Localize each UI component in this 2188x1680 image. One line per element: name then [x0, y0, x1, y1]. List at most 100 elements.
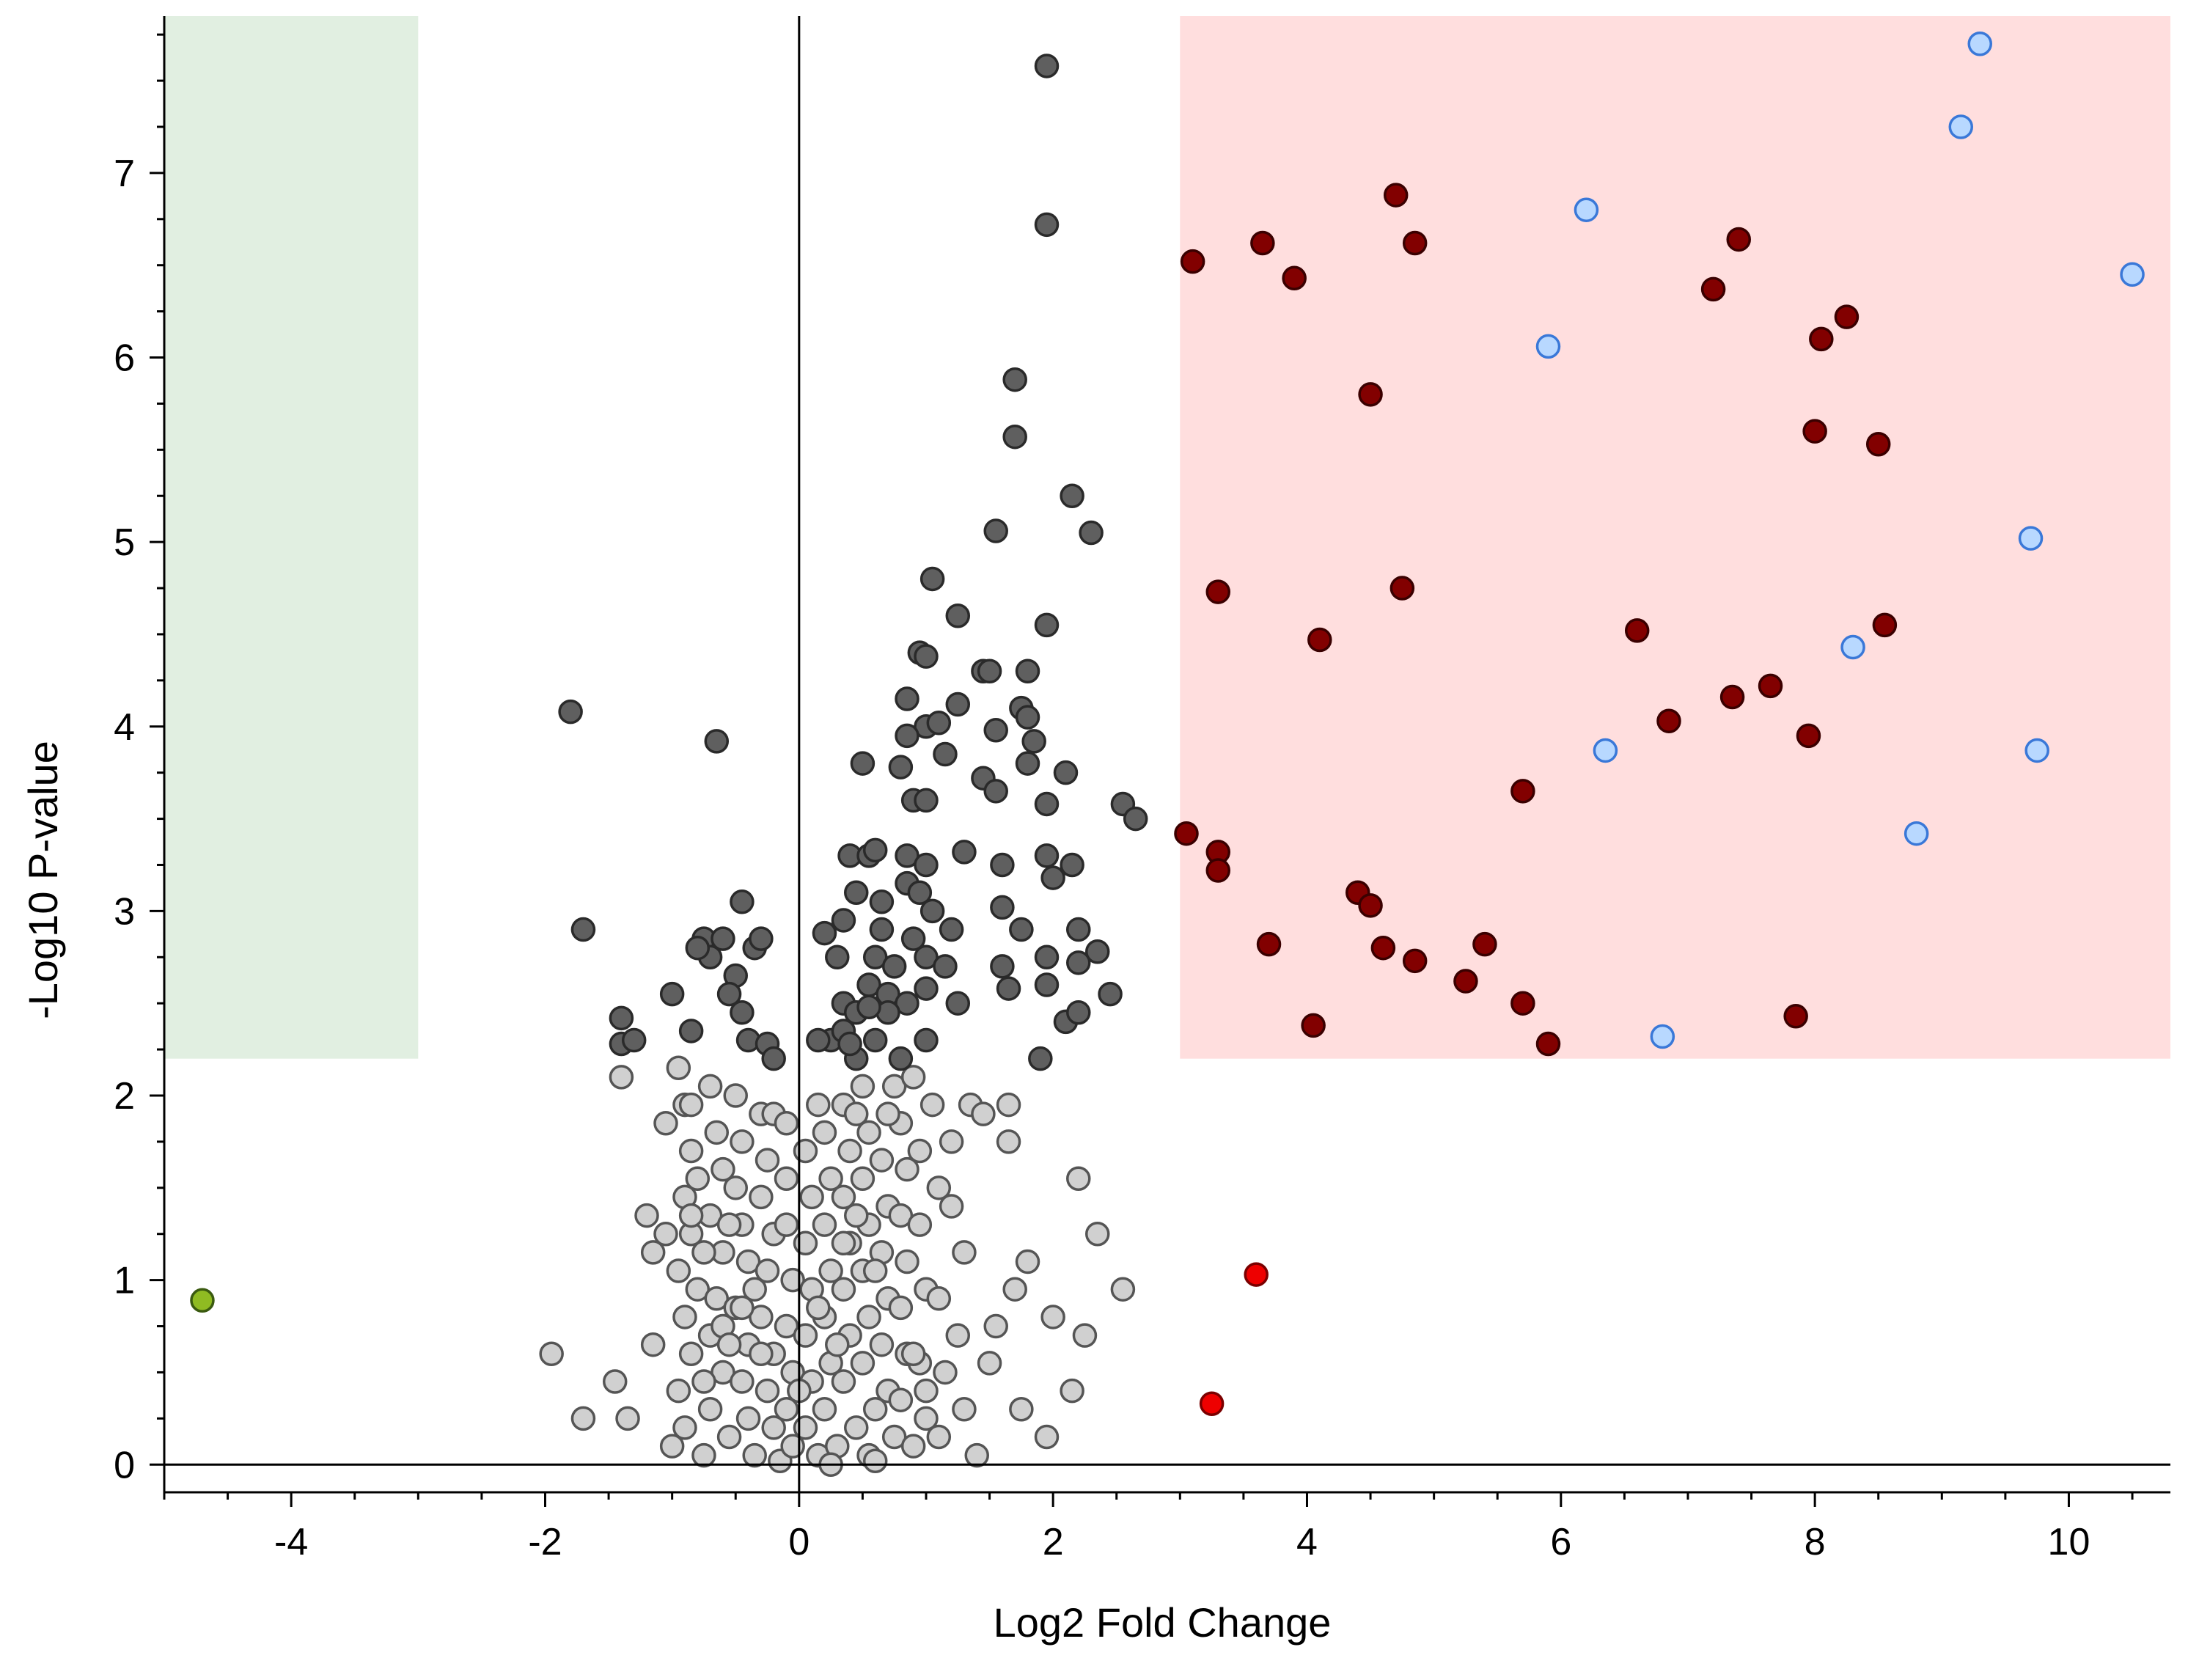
data-point [730, 889, 755, 914]
data-point [755, 1258, 780, 1283]
data-point [793, 1138, 818, 1164]
data-point [914, 788, 939, 813]
data-point [996, 1092, 1021, 1118]
data-point [952, 1240, 977, 1265]
data-point [1060, 852, 1084, 878]
data-point [1383, 183, 1409, 208]
data-point [691, 1240, 716, 1265]
data-point [1174, 821, 1199, 846]
data-point [862, 1258, 888, 1283]
data-point [659, 981, 685, 1007]
data-point [831, 1277, 856, 1302]
data-point [900, 1341, 926, 1367]
data-point [843, 1415, 869, 1440]
data-point [742, 1277, 767, 1302]
data-point [907, 880, 933, 905]
data-point [716, 1332, 742, 1357]
data-point [900, 1434, 926, 1459]
data-point [640, 1332, 666, 1357]
data-point [1123, 806, 1148, 832]
axes: -4 -2 0 2 4 6 8 10 0 1 2 3 4 5 6 7 [114, 16, 2170, 1563]
y-axis-title: -Log10 P-value [20, 741, 66, 1019]
data-point [862, 1397, 888, 1422]
data-point [812, 1397, 837, 1422]
data-point [843, 1203, 869, 1228]
data-point [881, 954, 907, 979]
data-point [1796, 723, 1821, 749]
data-point [730, 1129, 755, 1154]
data-point [1574, 197, 1599, 222]
data-point [825, 1332, 850, 1357]
data-point [730, 1000, 755, 1025]
data-point [1021, 729, 1046, 754]
data-point [1034, 1424, 1060, 1450]
data-point [1015, 751, 1040, 776]
data-point [875, 1101, 900, 1126]
region-down [164, 16, 419, 1059]
data-point [704, 729, 730, 754]
data-point [716, 1212, 742, 1237]
x-tick-label: 8 [1805, 1521, 1826, 1563]
data-point [1060, 1378, 1084, 1404]
data-point [926, 710, 952, 736]
data-point [1028, 1046, 1053, 1071]
data-point [1840, 634, 1865, 660]
data-point [755, 1148, 780, 1173]
reference-lines [164, 16, 2170, 1492]
data-point [933, 954, 958, 979]
data-point [678, 1341, 704, 1367]
data-point [1002, 1277, 1027, 1302]
data-point [831, 908, 856, 933]
data-point [678, 1019, 704, 1043]
data-point [1002, 424, 1027, 450]
data-point [697, 1397, 723, 1422]
data-point [558, 699, 583, 725]
data-point [742, 1442, 767, 1468]
x-tick-label: -2 [528, 1521, 562, 1563]
data-point [1865, 432, 1891, 457]
data-point [1719, 684, 1745, 710]
data-point [856, 994, 881, 1019]
data-point [1066, 917, 1091, 942]
data-point [977, 1351, 1002, 1376]
data-point [831, 1369, 856, 1394]
data-point [983, 779, 1008, 804]
data-point [1802, 419, 1827, 444]
data-point [621, 1027, 647, 1053]
data-point [869, 1148, 895, 1173]
data-point [678, 1203, 704, 1228]
data-point [1904, 821, 1929, 846]
data-point [1015, 1249, 1040, 1274]
data-point [1034, 612, 1060, 638]
data-point [723, 1175, 748, 1200]
data-point [730, 1369, 755, 1394]
data-point [774, 1397, 799, 1422]
data-point [1034, 944, 1060, 970]
data-point [850, 1351, 875, 1376]
data-point [2018, 526, 2044, 551]
data-point [1040, 865, 1065, 890]
data-point [793, 1230, 818, 1256]
data-point [812, 920, 837, 946]
data-point [926, 1286, 952, 1311]
data-point [749, 1341, 774, 1367]
data-point [1453, 969, 1478, 994]
data-point [685, 935, 711, 961]
data-point [1066, 1000, 1091, 1025]
data-point [1535, 1031, 1561, 1057]
data-point [1402, 230, 1428, 256]
data-point [615, 1406, 640, 1431]
data-point [1040, 1305, 1065, 1329]
data-point [539, 1341, 564, 1367]
x-tick-label: 0 [788, 1521, 810, 1563]
data-point [806, 1092, 831, 1118]
data-point [609, 1005, 634, 1031]
data-point [1015, 705, 1040, 730]
data-point [1872, 612, 1898, 638]
data-point [691, 1442, 716, 1468]
data-point [843, 1101, 869, 1126]
data-point [659, 1434, 685, 1459]
data-point [697, 1074, 723, 1099]
data-point [1079, 520, 1104, 546]
x-tick-label: 4 [1296, 1521, 1318, 1563]
